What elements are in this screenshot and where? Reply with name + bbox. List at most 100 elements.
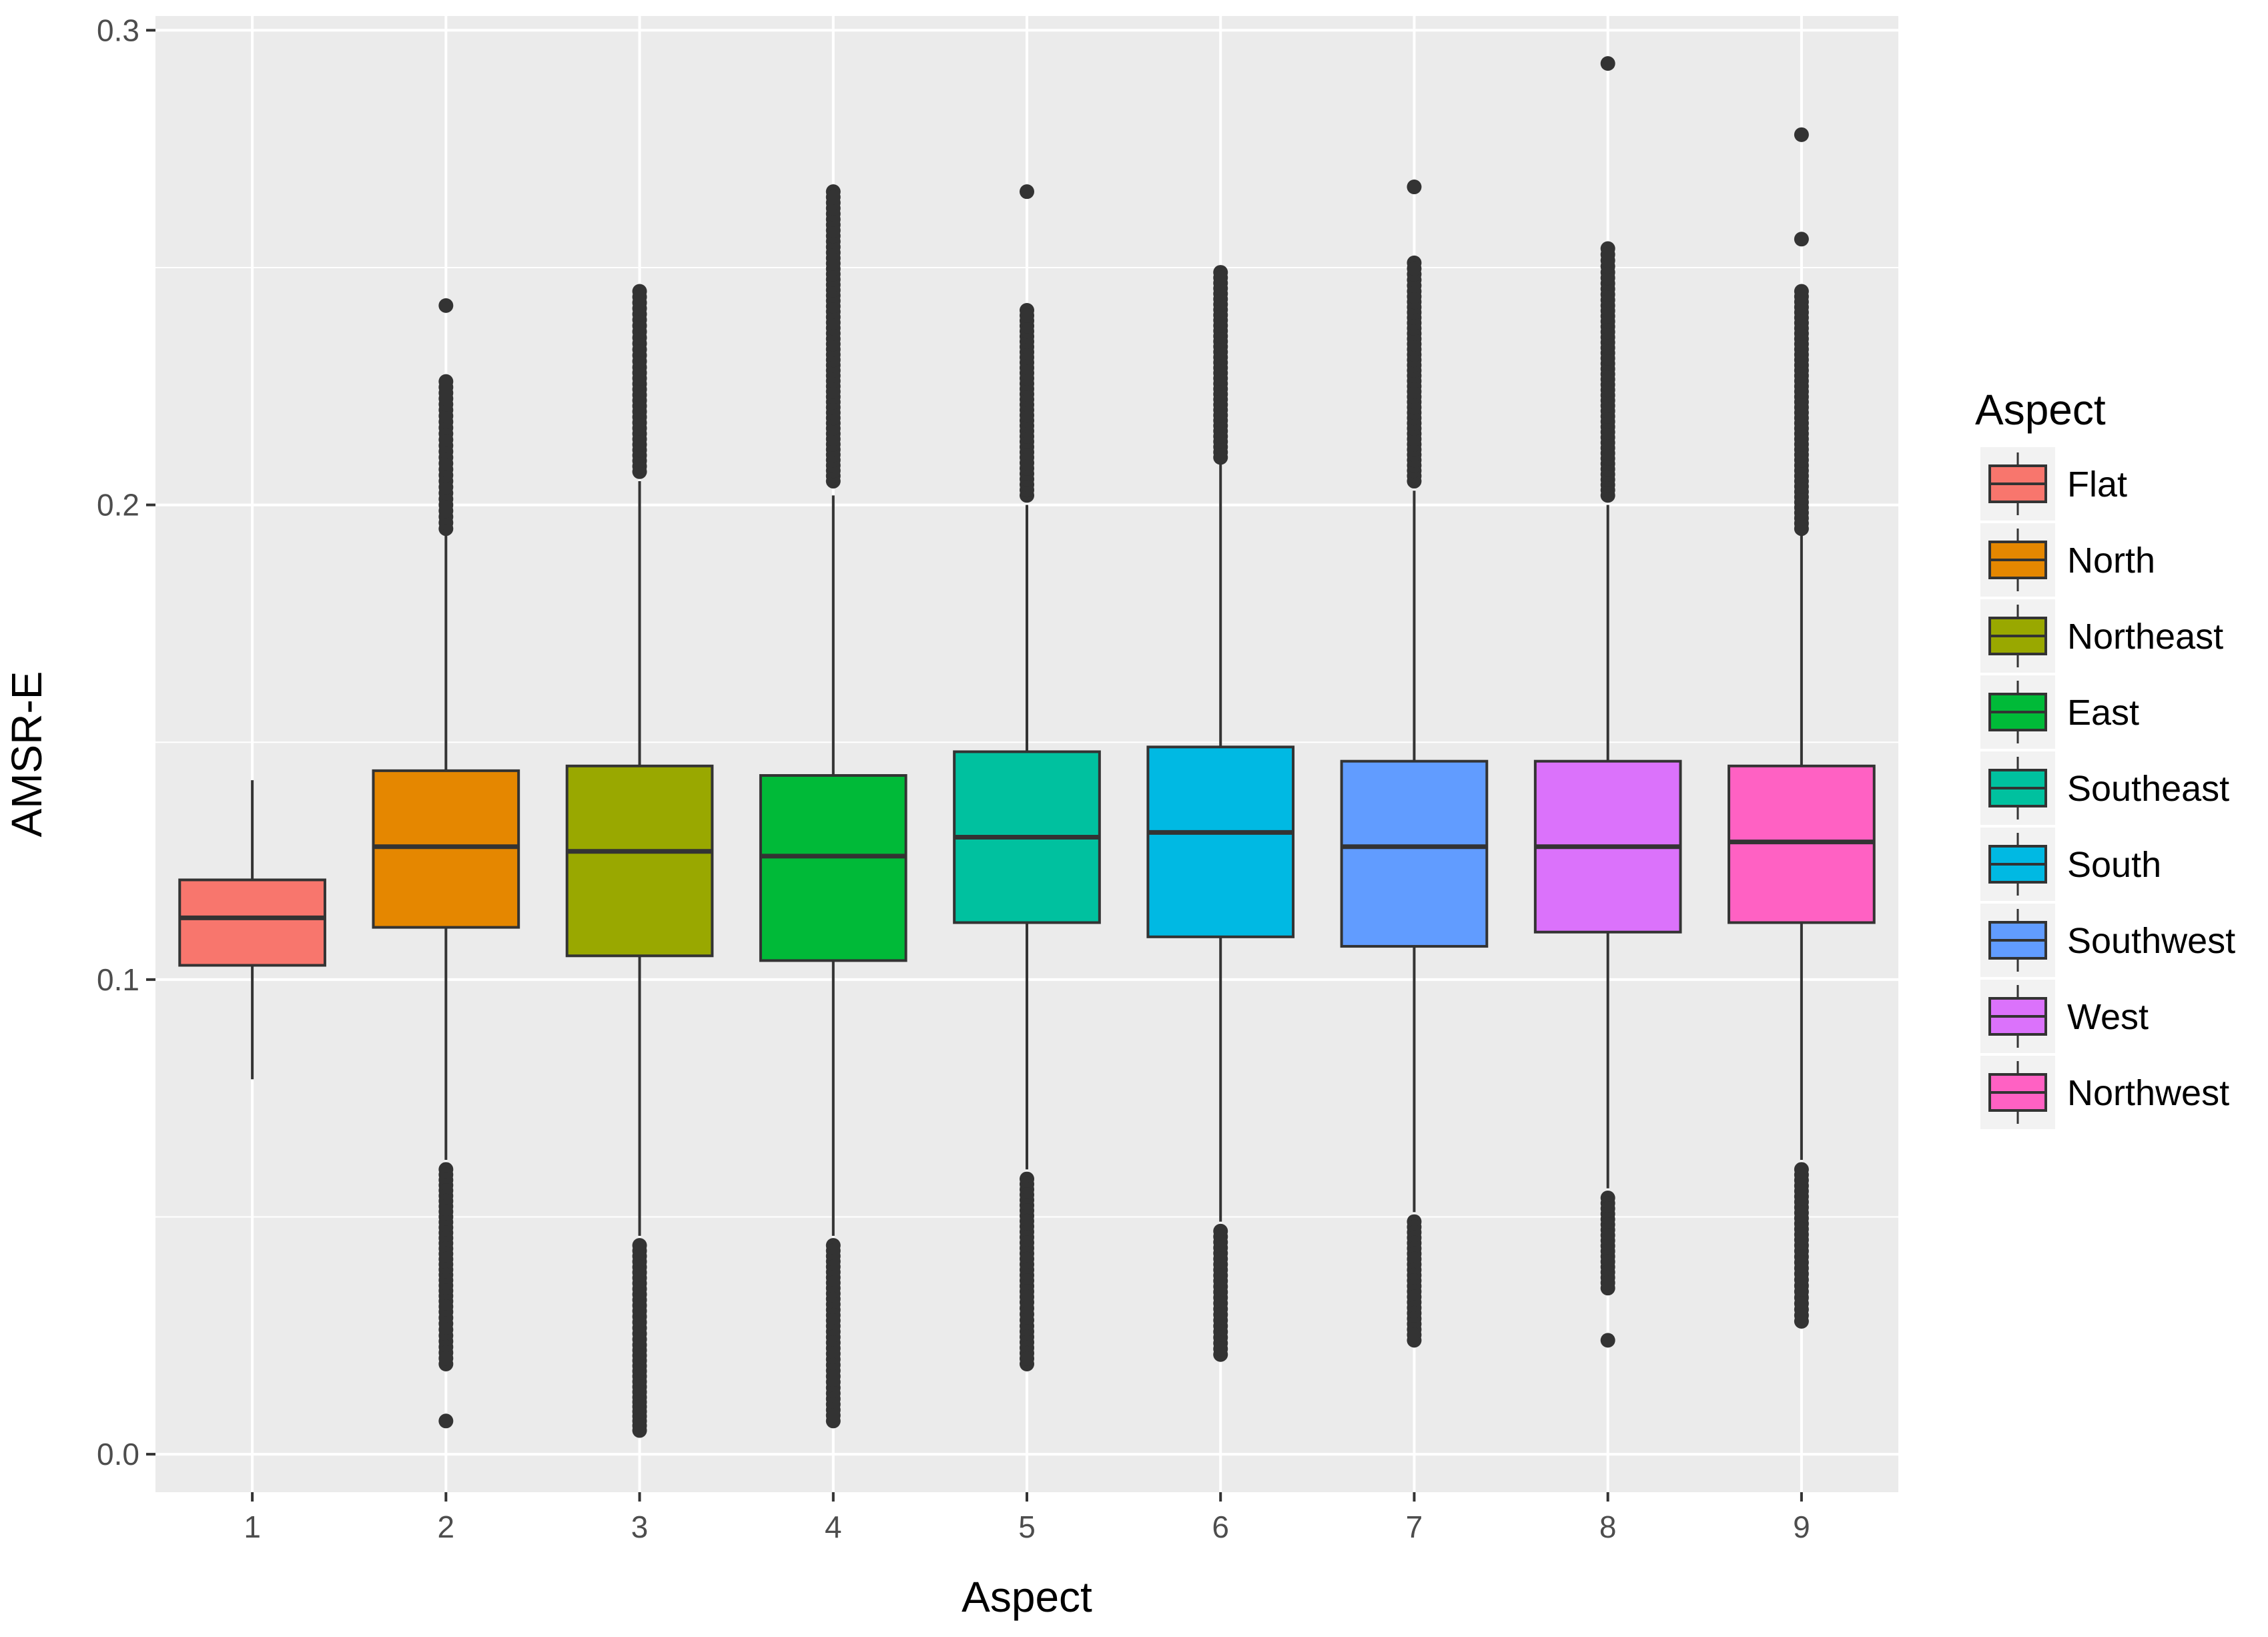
y-tick-label: 0.0	[97, 1437, 139, 1471]
legend-item-flat: Flat	[1980, 447, 2127, 521]
legend-title: Aspect	[1975, 386, 2106, 434]
boxplot-north	[372, 298, 520, 1429]
outlier-point	[825, 1408, 841, 1423]
boxplots	[178, 56, 1876, 1438]
outlier-point	[1794, 478, 1809, 494]
boxplot-south	[1146, 265, 1295, 1362]
outlier-point	[632, 1303, 647, 1319]
legend-label: Northeast	[2067, 617, 2223, 657]
outlier-point	[1600, 1333, 1615, 1348]
outlier-point	[1213, 360, 1228, 376]
outlier-point	[825, 256, 841, 271]
outlier-point	[438, 432, 454, 447]
outlier-point	[438, 298, 454, 313]
box-iqr	[565, 764, 714, 958]
outlier-point	[438, 1204, 454, 1219]
outlier-point	[1794, 336, 1809, 352]
outlier-point	[1600, 398, 1615, 414]
outlier-point	[825, 1346, 841, 1361]
outlier-point	[1794, 1233, 1809, 1248]
box-iqr	[1340, 759, 1489, 948]
outlier-point	[438, 1413, 454, 1429]
outlier-point	[1213, 1251, 1228, 1267]
outlier-point	[1020, 1351, 1034, 1366]
outlier-point	[1407, 289, 1422, 304]
outlier-point	[1020, 1313, 1034, 1328]
y-axis: 0.0 0.1 0.2 0.3	[97, 13, 155, 1471]
outlier-point	[1600, 303, 1615, 318]
x-tick-label: 7	[1406, 1510, 1423, 1544]
outlier-point	[1794, 384, 1809, 399]
outlier-point	[438, 408, 454, 424]
outlier-point	[632, 342, 647, 357]
outlier-point	[438, 1322, 454, 1337]
outlier-point	[1794, 289, 1809, 304]
legend-item-west: West	[1980, 980, 2149, 1053]
legend-item-northwest: Northwest	[1980, 1056, 2229, 1129]
outlier-point	[438, 456, 454, 471]
outlier-point	[1600, 270, 1615, 286]
outlier-point	[1407, 1327, 1422, 1343]
outlier-point	[632, 1418, 647, 1433]
legend-item-north: North	[1980, 523, 2155, 597]
box-iqr	[1146, 745, 1295, 938]
outlier-point	[632, 365, 647, 380]
outlier-point	[438, 479, 454, 495]
outlier-point	[825, 1313, 841, 1328]
outlier-point	[1600, 1228, 1615, 1243]
legend-label: South	[2067, 845, 2161, 885]
boxplot-east	[759, 184, 907, 1429]
boxplot-flat	[178, 780, 326, 1080]
legend-label: North	[2067, 541, 2155, 581]
y-tick-label: 0.3	[97, 13, 139, 47]
x-tick-label: 3	[631, 1510, 649, 1544]
outlier-point	[1794, 1284, 1809, 1299]
outlier-point	[1020, 1213, 1034, 1229]
outlier-point	[825, 384, 841, 399]
x-tick-label: 5	[1018, 1510, 1036, 1544]
outlier-point	[1794, 232, 1809, 247]
outlier-point	[825, 431, 841, 446]
outlier-point	[1213, 1341, 1228, 1357]
outlier-point	[1407, 261, 1422, 276]
legend-label: East	[2067, 693, 2139, 733]
x-tick-label: 8	[1599, 1510, 1617, 1544]
outlier-point	[632, 398, 647, 414]
outlier-point	[438, 380, 454, 395]
box-iqr	[1728, 764, 1876, 924]
outlier-point	[1213, 1313, 1228, 1328]
outlier-point	[632, 1270, 647, 1285]
boxplot-southwest	[1340, 180, 1489, 1348]
outlier-point	[438, 503, 454, 519]
legend-label: Southwest	[2067, 921, 2235, 961]
x-tick-label: 1	[244, 1510, 261, 1544]
outlier-point	[1407, 180, 1422, 195]
outlier-point	[825, 1374, 841, 1389]
outlier-point	[1020, 360, 1034, 376]
outlier-point	[1794, 1261, 1809, 1276]
outlier-point	[825, 298, 841, 314]
outlier-point	[632, 1331, 647, 1347]
outlier-point	[1794, 1308, 1809, 1323]
y-tick-label: 0.1	[97, 962, 139, 997]
outlier-point	[632, 290, 647, 305]
boxplot-southeast	[953, 184, 1101, 1371]
outlier-point	[632, 432, 647, 447]
outlier-point	[1600, 247, 1615, 262]
outlier-point	[1407, 1251, 1422, 1267]
outlier-point	[1213, 1285, 1228, 1300]
outlier-point	[1407, 431, 1422, 446]
outlier-point	[1794, 127, 1809, 142]
x-axis-title: Aspect	[962, 1573, 1092, 1621]
x-axis: 1 2 3 4 5 6 7 8 9	[244, 1492, 1810, 1544]
box-iqr	[372, 769, 520, 929]
legend-label: Flat	[2067, 464, 2127, 505]
legend-item-south: South	[1980, 828, 2161, 901]
outlier-point	[438, 1251, 454, 1267]
outlier-point	[825, 1275, 841, 1291]
outlier-point	[1407, 336, 1422, 352]
x-tick-label: 2	[438, 1510, 455, 1544]
x-tick-label: 9	[1793, 1510, 1810, 1544]
outlier-point	[1020, 1289, 1034, 1305]
